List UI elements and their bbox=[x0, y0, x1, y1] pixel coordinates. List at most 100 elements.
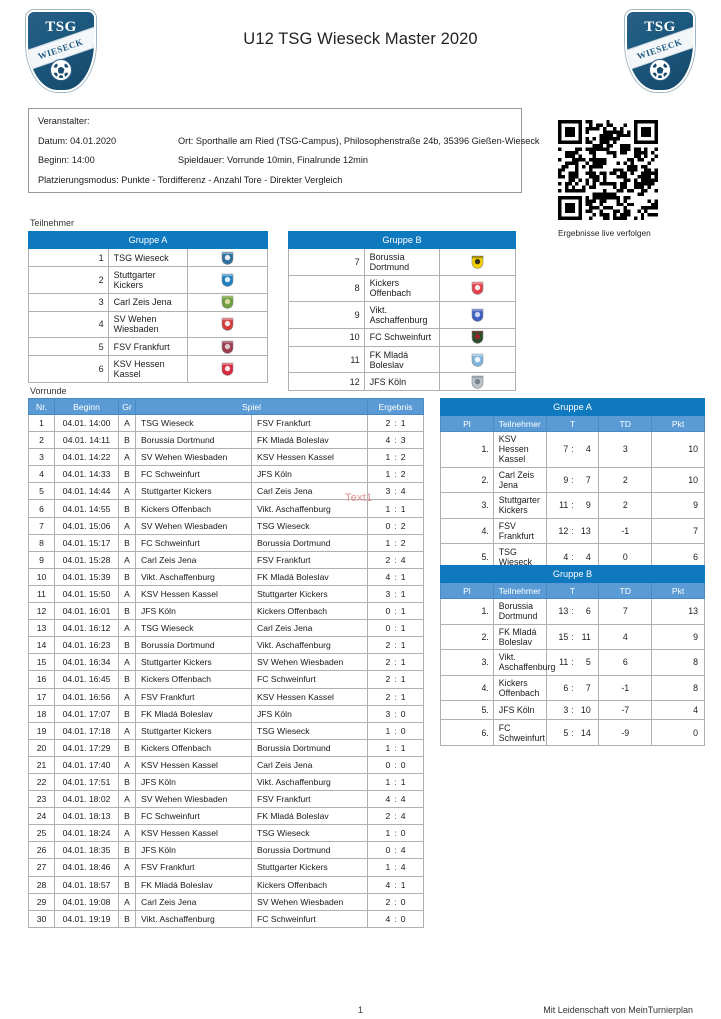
match-group: B bbox=[118, 670, 136, 689]
match-time: 04.01. 18:24 bbox=[54, 824, 119, 843]
standings-table-b: Gruppe B Pl Teilnehmer T TD Pkt 1. Boruss… bbox=[440, 565, 705, 746]
away-team: JFS Köln bbox=[251, 465, 368, 484]
info-row-organizer: Veranstalter: bbox=[38, 116, 512, 126]
stuttgarter-kickers-crest bbox=[221, 273, 234, 287]
participant-number: 12 bbox=[288, 372, 365, 392]
col-header-result: Ergebnis bbox=[367, 398, 424, 415]
participant-name: FC Schweinfurt bbox=[363, 327, 441, 347]
participant-name: Stuttgarter Kickers bbox=[107, 266, 189, 294]
match-row: 26 04.01. 18:35 B JFS Köln Borussia Dortmund… bbox=[28, 841, 424, 860]
participant-number: 1 bbox=[28, 248, 109, 267]
standings-row: 4. FSV Frankfurt 12:13 -1 7 bbox=[440, 517, 705, 545]
home-team: Stuttgarter Kickers bbox=[135, 653, 252, 672]
home-team: FC Schweinfurt bbox=[135, 807, 252, 826]
standings-goal-diff: -9 bbox=[598, 719, 653, 746]
match-row: 2 04.01. 14:11 B Borussia Dortmund FK Mladá … bbox=[28, 431, 424, 450]
match-result: 3:0 bbox=[367, 704, 424, 723]
home-team: KSV Hessen Kassel bbox=[135, 584, 252, 604]
match-row: 10 04.01. 15:39 B Vikt. Aschaffenburg FK Mla… bbox=[28, 567, 424, 586]
match-result: 0:4 bbox=[367, 841, 424, 860]
match-number: 2 bbox=[28, 431, 55, 450]
col-header-goals: T bbox=[545, 415, 600, 432]
match-number: 1 bbox=[28, 413, 55, 433]
standings-goal-diff: 2 bbox=[598, 466, 653, 494]
col-header-place: Pl bbox=[440, 582, 494, 599]
standings-place: 4. bbox=[440, 674, 494, 702]
match-time: 04.01. 16:56 bbox=[54, 687, 119, 706]
qr-code-icon[interactable] bbox=[558, 120, 658, 220]
match-row: 25 04.01. 18:24 A KSV Hessen Kassel TSG Wies… bbox=[28, 824, 424, 843]
match-time: 04.01. 14:55 bbox=[54, 499, 119, 518]
match-row: 5 04.01. 14:44 A Stuttgarter Kickers Carl Ze… bbox=[28, 482, 424, 501]
standings-goals: 12:13 bbox=[545, 517, 600, 545]
match-number: 14 bbox=[28, 636, 55, 655]
home-team: Carl Zeis Jena bbox=[135, 892, 252, 911]
standings-points: 9 bbox=[651, 623, 705, 651]
match-row: 16 04.01. 16:45 B Kickers Offenbach FC Schwe… bbox=[28, 670, 424, 689]
standings-goal-diff: 2 bbox=[598, 492, 653, 519]
match-result: 1:0 bbox=[367, 824, 424, 843]
event-match-duration: Spieldauer: Vorrunde 10min, Finalrunde 1… bbox=[178, 155, 368, 166]
match-number: 10 bbox=[28, 567, 55, 586]
participant-name: KSV Hessen Kassel bbox=[107, 355, 189, 383]
soccer-ball-icon bbox=[649, 59, 671, 81]
kickers-offenbach-crest bbox=[471, 281, 484, 296]
standings-goals: 3:10 bbox=[545, 700, 600, 721]
home-team: FC Schweinfurt bbox=[135, 465, 252, 484]
match-time: 04.01. 14:22 bbox=[54, 448, 119, 467]
match-group: B bbox=[118, 465, 136, 484]
match-time: 04.01. 14:00 bbox=[54, 413, 119, 433]
match-row: 23 04.01. 18:02 A SV Wehen Wiesbaden FSV Fra… bbox=[28, 790, 424, 809]
match-time: 04.01. 17:29 bbox=[54, 738, 119, 757]
match-number: 25 bbox=[28, 824, 55, 843]
home-team: TSG Wieseck bbox=[135, 619, 252, 638]
match-group: A bbox=[118, 550, 136, 569]
match-time: 04.01. 16:12 bbox=[54, 619, 119, 638]
match-result: 1:2 bbox=[367, 465, 424, 484]
home-team: Borussia Dortmund bbox=[135, 431, 252, 450]
match-number: 4 bbox=[28, 465, 55, 484]
match-result: 1:1 bbox=[367, 772, 424, 792]
participant-name: Kickers Offenbach bbox=[363, 274, 441, 303]
standings-goals: 11:9 bbox=[545, 492, 600, 519]
match-group: B bbox=[118, 533, 136, 552]
match-result: 4:0 bbox=[367, 909, 424, 928]
match-row: 17 04.01. 16:56 A FSV Frankfurt KSV Hessen K… bbox=[28, 687, 424, 706]
organizer-label: Veranstalter: bbox=[38, 116, 90, 126]
participant-name: Carl Zeis Jena bbox=[107, 292, 189, 312]
ranking-mode: Platzierungsmodus: Punkte - Tordifferenz… bbox=[38, 174, 343, 185]
match-number: 27 bbox=[28, 858, 55, 877]
vikt-aschaffenburg-crest bbox=[471, 308, 484, 322]
away-team: Vikt. Aschaffenburg bbox=[251, 499, 368, 518]
standings-goals: 15:11 bbox=[545, 623, 600, 651]
schedule-table: Nr. Beginn Gr Spiel Ergebnis 1 04.01. 14:… bbox=[28, 398, 424, 928]
col-header-match: Spiel bbox=[135, 398, 368, 415]
footer-brand: Mit Leidenschaft von MeinTurnierplan bbox=[543, 1005, 693, 1015]
match-row: 21 04.01. 17:40 A KSV Hessen Kassel Carl Zei… bbox=[28, 755, 424, 774]
match-time: 04.01. 18:35 bbox=[54, 841, 119, 860]
home-team: FK Mladá Boleslav bbox=[135, 704, 252, 723]
match-row: 28 04.01. 18:57 B FK Mladá Boleslav Kickers … bbox=[28, 875, 424, 894]
away-team: KSV Hessen Kassel bbox=[251, 448, 368, 467]
match-number: 19 bbox=[28, 721, 55, 740]
standings-team: FSV Frankfurt bbox=[492, 517, 547, 545]
match-time: 04.01. 14:11 bbox=[54, 431, 119, 450]
event-date: Datum: 04.01.2020 bbox=[38, 135, 117, 146]
home-team: Vikt. Aschaffenburg bbox=[135, 567, 252, 586]
match-result: 1:2 bbox=[367, 448, 424, 467]
qr-code-block[interactable]: Ergebnisse live verfolgen bbox=[558, 120, 662, 238]
match-group: B bbox=[118, 602, 136, 621]
match-result: 4:1 bbox=[367, 875, 424, 894]
away-team: JFS Köln bbox=[251, 704, 368, 723]
away-team: Borussia Dortmund bbox=[251, 841, 368, 860]
away-team: KSV Hessen Kassel bbox=[251, 687, 368, 706]
match-row: 3 04.01. 14:22 A SV Wehen Wiesbaden KSV Hess… bbox=[28, 448, 424, 467]
match-result: 1:1 bbox=[367, 499, 424, 518]
match-number: 21 bbox=[28, 755, 55, 774]
standings-goal-diff: -1 bbox=[598, 517, 653, 545]
match-group: B bbox=[118, 807, 136, 826]
match-time: 04.01. 18:57 bbox=[54, 875, 119, 894]
match-number: 17 bbox=[28, 687, 55, 706]
away-team: Carl Zeis Jena bbox=[251, 619, 368, 638]
participants-table-a: Gruppe A 1 TSG Wieseck 2 Stuttgarter Kicker… bbox=[28, 231, 268, 383]
